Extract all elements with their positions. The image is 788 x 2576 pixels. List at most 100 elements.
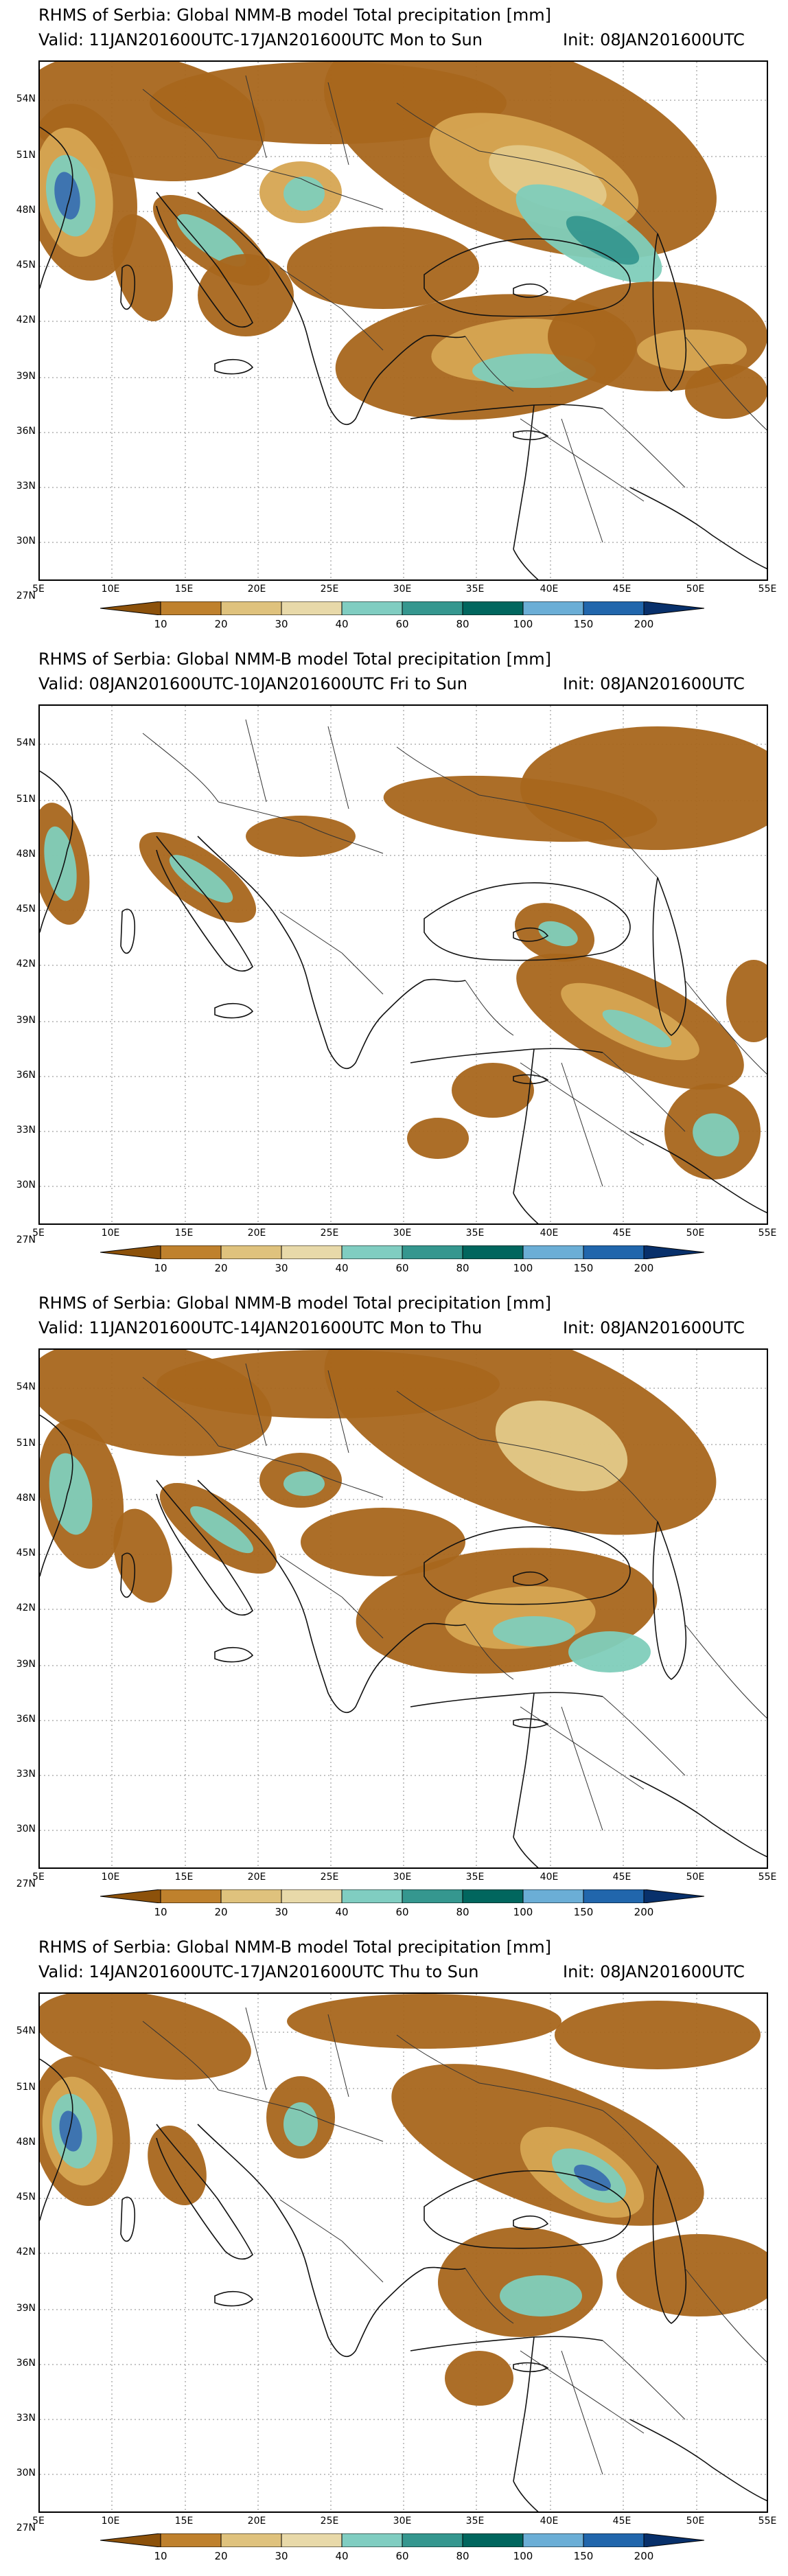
precipitation-area — [190, 1506, 253, 1554]
coastline — [410, 1692, 603, 1707]
country-border — [245, 75, 267, 159]
colorbar-segment — [281, 2533, 343, 2547]
valid-period: Valid: 14JAN201600UTC-17JAN201600UTC Thu… — [38, 1962, 479, 1981]
colorbar-label: 80 — [456, 1906, 470, 1918]
latitude-label: 51N — [16, 150, 36, 161]
longitude-label: 20E — [247, 1228, 266, 1239]
colorbar-label: 100 — [513, 1906, 533, 1918]
latitude-label: 45N — [16, 2192, 36, 2203]
coastline — [410, 404, 603, 419]
coastline — [214, 1002, 254, 1019]
country-border — [561, 1706, 603, 1831]
country-border — [478, 1438, 603, 1467]
colorbar-label: 20 — [214, 1906, 228, 1918]
colorbar-segment — [402, 1245, 463, 1259]
coastline — [513, 1193, 539, 1223]
latitude-label: 42N — [16, 314, 36, 325]
coastline — [629, 1131, 767, 1214]
coastline — [156, 192, 253, 328]
precipitation-area — [246, 816, 356, 857]
latitude-label: 36N — [16, 1070, 36, 1081]
precipitation-area — [176, 214, 246, 267]
colorbar-segment — [462, 1889, 524, 1903]
precipitation-area — [287, 1994, 561, 2049]
country-border — [602, 1052, 686, 1132]
country-border — [300, 822, 384, 854]
country-border — [520, 1062, 645, 1146]
colorbar-label: 30 — [275, 1906, 288, 1918]
latitude-label: 33N — [16, 1769, 36, 1780]
coastline — [424, 882, 631, 961]
colorbar-segment — [341, 1245, 403, 1259]
colorbar-label: 40 — [335, 2550, 349, 2562]
colorbar — [100, 1245, 704, 1259]
colorbar-label: 150 — [573, 2550, 594, 2562]
colorbar-label: 150 — [573, 1906, 594, 1918]
colorbar-segment — [643, 1245, 704, 1259]
coastline — [513, 1048, 535, 1194]
coastline — [382, 334, 466, 371]
init-time: Init: 08JAN201600UTC — [563, 1318, 745, 1337]
coastline — [214, 358, 254, 375]
panel-title: RHMS of Serbia: Global NMM-B model Total… — [38, 1293, 552, 1313]
longitude-label: 10E — [101, 584, 120, 595]
coastline — [513, 549, 539, 579]
precipitation-area — [616, 2234, 767, 2316]
longitude-label: 35E — [465, 584, 485, 595]
longitude-label: 55E — [758, 584, 777, 595]
coastline — [197, 192, 308, 337]
longitude-label: 5E — [32, 584, 45, 595]
latitude-label: 36N — [16, 2358, 36, 2369]
longitude-label: 20E — [247, 2516, 266, 2527]
longitude-label: 55E — [758, 1228, 777, 1239]
latitude-label: 27N — [16, 2522, 36, 2533]
coastline — [307, 980, 384, 1069]
country-border — [218, 157, 301, 179]
colorbar-label: 80 — [456, 1262, 470, 1274]
country-border — [602, 1696, 686, 1776]
valid-period: Valid: 08JAN201600UTC-10JAN201600UTC Fri… — [38, 674, 467, 693]
longitude-label: 45E — [612, 1872, 631, 1883]
coastline — [513, 2336, 535, 2482]
longitude-label: 30E — [393, 2516, 412, 2527]
coastline — [513, 1718, 549, 1729]
country-border — [465, 336, 514, 392]
coastline — [629, 1775, 767, 1858]
latitude-label: 45N — [16, 260, 36, 271]
precipitation-area — [54, 172, 80, 220]
colorbar-segment — [402, 2533, 463, 2547]
latitude-label: 33N — [16, 1125, 36, 1136]
latitude-label: 54N — [16, 93, 36, 104]
country-border — [602, 408, 686, 488]
coastline — [513, 2481, 539, 2511]
colorbar-label: 80 — [456, 2550, 470, 2562]
coastline — [513, 1571, 549, 1586]
latitude-label: 30N — [16, 1824, 36, 1835]
colorbar-segment — [583, 601, 645, 615]
longitude-label: 15E — [174, 1872, 194, 1883]
longitude-label: 30E — [393, 1228, 412, 1239]
coastline — [40, 1414, 73, 1577]
longitude-label: 25E — [320, 2516, 339, 2527]
coastline — [40, 2058, 73, 2221]
latitude-label: 33N — [16, 481, 36, 492]
precipitation-area — [148, 2125, 207, 2206]
colorbar-segment — [220, 1889, 282, 1903]
country-border — [602, 2110, 658, 2166]
coastline — [424, 1526, 631, 1605]
colorbar-label: 10 — [154, 618, 167, 630]
precipitation-field — [40, 62, 767, 420]
coastline — [424, 2170, 631, 2249]
latitude-label: 36N — [16, 1714, 36, 1725]
longitude-label: 15E — [174, 584, 194, 595]
latitude-label: 45N — [16, 904, 36, 915]
precipitation-area — [445, 2351, 513, 2406]
precipitation-area — [59, 2111, 82, 2152]
coastline — [40, 126, 73, 289]
precipitation-area — [283, 1471, 325, 1496]
colorbar-label: 150 — [573, 618, 594, 630]
init-time: Init: 08JAN201600UTC — [563, 674, 745, 693]
longitude-label: 50E — [686, 584, 705, 595]
latitude-label: 42N — [16, 958, 36, 969]
colorbar-label: 30 — [275, 618, 288, 630]
